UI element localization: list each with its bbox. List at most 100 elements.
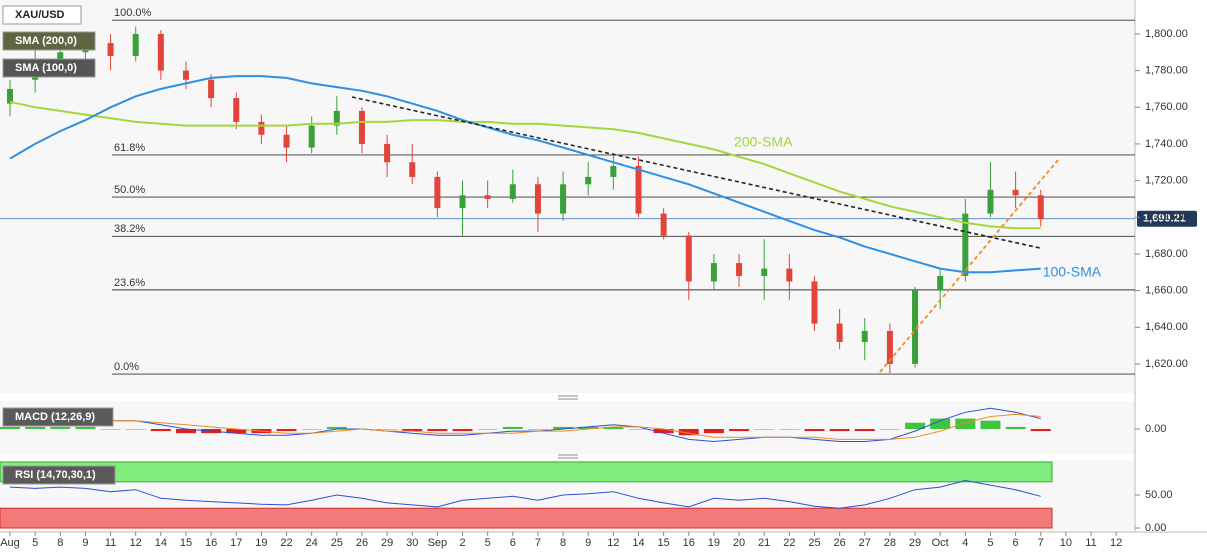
trendline [351,96,1041,249]
macd-bar [125,429,146,430]
candle-body [1012,189,1019,196]
x-tick-label: 4 [962,537,968,549]
x-tick-label: Sep [428,537,448,549]
candle-body [560,184,567,214]
macd-bar [553,426,574,429]
legend-label: XAU/USD [15,9,65,21]
candle-body [358,110,365,144]
line-group: 200-SMA 100-SMA [9,75,1102,279]
x-tick-label: 21 [758,537,770,549]
x-tick-label: 12 [607,537,619,549]
candle-group [7,26,1044,374]
candle-body [333,110,340,126]
legend-label: MACD (12,26,9) [15,411,95,423]
y-tick-label: 1,800.00 [1145,28,1188,40]
rsi-line [9,479,1041,509]
x-tick-label: 14 [632,537,644,549]
macd-bar [955,418,976,429]
sma-annotation: 200-SMA [734,133,793,149]
candle-body [811,281,818,324]
y-tick-label: 1,660.00 [1145,285,1188,297]
x-tick-label: 15 [658,537,670,549]
macd-bar [754,429,775,430]
candle-body [685,235,692,282]
oversold-band [0,507,1053,529]
candle-body [484,195,491,199]
x-tick-label: 7 [535,537,541,549]
x-tick-label: 19 [708,537,720,549]
candle-body [886,330,893,364]
candle-body [107,43,114,56]
legend-label: SMA (200,0) [15,35,77,47]
x-tick-label: 6 [1013,537,1019,549]
x-tick-label: 16 [205,537,217,549]
macd-bar [100,429,121,430]
candle-body [710,263,717,282]
x-tick-label: 5 [32,537,38,549]
fib-group: 100.0% 61.8% 50.0% 38.2% 23.6% 0.0% [112,7,1135,375]
pane-handle [558,395,578,459]
candle-body [635,165,642,214]
candle-body [534,184,541,214]
candle-body [258,121,265,135]
candle-body [509,184,516,199]
macd-bar [527,429,548,430]
legend: XAU/USD SMA (200,0) SMA (100,0) MACD (12,26… [2,5,116,485]
fib-label: 50.0% [114,184,145,196]
x-tick-label: 8 [57,537,63,549]
y-tick-label: 1,680.00 [1145,248,1188,260]
legend-box [2,5,82,25]
macd-bar [879,429,900,430]
macd-line [9,407,1041,443]
candle-body [57,52,64,62]
x-tick-label: 30 [406,537,418,549]
legend-box [2,31,96,51]
macd-bar [703,429,724,434]
legend-label: RSI (14,70,30,1) [15,469,96,481]
x-tick-label: 26 [356,537,368,549]
macd-bar [603,426,624,429]
x-tick-label: 10 [1060,537,1072,549]
y-tick-label: 0.00 [1145,423,1166,435]
x-tick-label: 24 [306,537,318,549]
fib-label: 38.2% [114,223,145,235]
y-tick-label: 1,700.00 [1145,211,1188,223]
candle-body [1037,195,1044,220]
x-tick-label: 9 [82,537,88,549]
legend-box [2,58,96,78]
candle-body [761,268,768,276]
macd-bar [1005,426,1026,429]
x-tick-label: 14 [155,537,167,549]
candle-body [233,98,240,122]
macd-bar [628,429,649,430]
y-tick-label: 1,720.00 [1145,175,1188,187]
macd-bar [0,426,20,429]
candle-body [157,33,164,71]
x-tick-label: 25 [331,537,343,549]
macd-bar [50,426,71,429]
candle-body [987,189,994,214]
y-tick-label: 1,640.00 [1145,321,1188,333]
candle-body [912,290,919,364]
x-tick-label: 29 [909,537,921,549]
macd-bar [226,429,247,434]
current-price-label: 1,699.21 [1143,213,1186,225]
macd-bar [150,429,171,432]
sma-line [9,75,1041,274]
candle-body [283,134,290,148]
macd-bar [930,418,951,429]
macd-bar [578,426,599,429]
candle-body [182,70,189,80]
candle-body [409,162,416,177]
x-tick-label: 6 [510,537,516,549]
macd-bar [653,429,674,434]
macd-bar [75,426,96,429]
x-tick-label: 22 [783,537,795,549]
candle-body [384,143,391,163]
legend-box [2,407,114,427]
candle-body [610,165,617,177]
legend-box [2,465,116,485]
candle-body [660,213,667,236]
x-tick-label: 2 [459,537,465,549]
